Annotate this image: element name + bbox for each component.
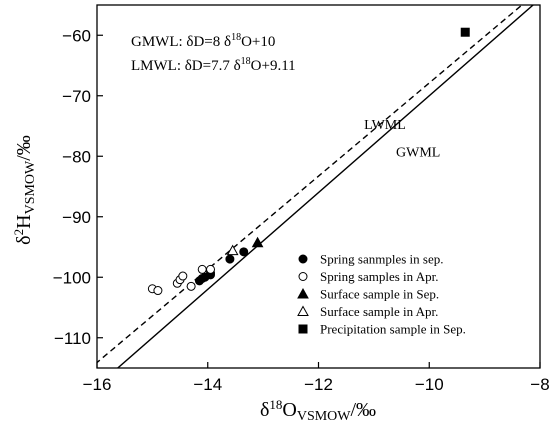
data-point	[186, 281, 196, 291]
y-axis-title: δ2HVSMOW/‰	[11, 135, 38, 245]
y-tick-label: −60	[62, 26, 91, 45]
data-point	[153, 286, 163, 296]
line-labels: LWML GWML	[364, 118, 440, 160]
legend-label: Spring sanmples in sep.	[320, 252, 444, 267]
x-tick-label: −12	[304, 375, 333, 394]
legend-marker	[298, 254, 308, 264]
lwml-label: LWML	[364, 118, 406, 133]
data-point	[239, 247, 249, 257]
y-tick-label: −70	[62, 87, 91, 106]
data-point	[225, 254, 235, 264]
x-axis-title: δ18OVSMOW/‰	[260, 397, 376, 424]
data-points	[147, 27, 470, 296]
gwml-line	[116, 5, 535, 368]
lwml-line	[97, 5, 524, 364]
legend-label: Precipitation sample in Sep.	[320, 322, 466, 337]
data-point	[178, 271, 188, 281]
data-point	[460, 27, 470, 37]
legend-label: Spring samples in Apr.	[320, 269, 438, 284]
meteoric-water-lines	[97, 5, 535, 368]
data-point	[206, 264, 216, 274]
data-point	[197, 264, 207, 274]
x-tick-label: −10	[415, 375, 444, 394]
x-tick-label: −8	[530, 375, 549, 394]
data-point	[226, 244, 239, 256]
axis-ticks: −16 −14 −12 −10 −8 −110 −100 −90 −80 −70 −60	[53, 26, 550, 394]
legend-marker	[298, 324, 308, 334]
equations: GMWL: δD=8 δ18O+10 LMWL: δD=7.7 δ18O+9.11	[131, 32, 296, 74]
equation-1: GMWL: δD=8 δ18O+10	[131, 32, 275, 50]
legend: Spring sanmples in sep. Spring samples in…	[297, 252, 466, 337]
legend-label: Surface sample in Sep.	[320, 287, 439, 302]
x-tick-label: −14	[193, 375, 222, 394]
equation-2: LMWL: δD=7.7 δ18O+9.11	[131, 56, 296, 74]
y-tick-label: −110	[54, 329, 91, 348]
data-point	[251, 236, 264, 248]
legend-marker	[297, 287, 309, 299]
y-tick-label: −100	[53, 268, 91, 287]
gwml-label: GWML	[396, 145, 440, 160]
legend-marker	[298, 272, 308, 281]
x-tick-label: −16	[83, 375, 112, 394]
legend-marker	[297, 305, 309, 316]
y-tick-label: −90	[62, 208, 91, 227]
y-tick-label: −80	[62, 147, 91, 166]
legend-label: Surface sample in Apr.	[320, 304, 438, 319]
